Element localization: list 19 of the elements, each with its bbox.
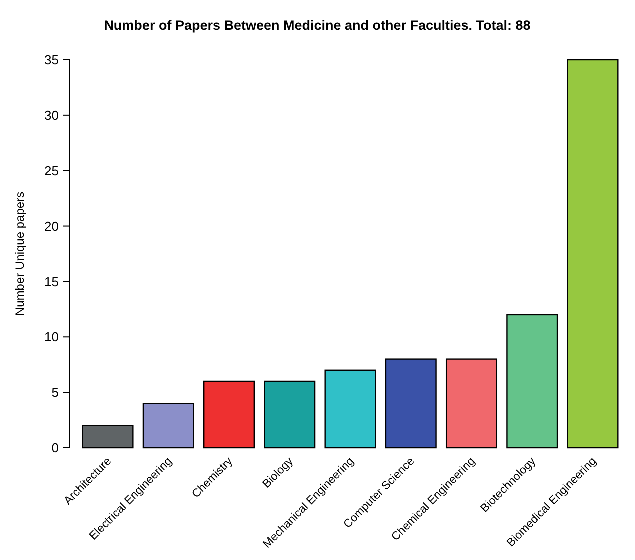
chart-title: Number of Papers Between Medicine and other Faculties. Total: 88 bbox=[104, 18, 532, 33]
bar bbox=[142, 403, 194, 449]
y-axis-title: Number Unique papers bbox=[13, 192, 27, 316]
y-tick-label: 20 bbox=[44, 218, 59, 234]
y-tick-label: 10 bbox=[44, 330, 59, 345]
bar bbox=[446, 358, 498, 449]
y-tick-label: 15 bbox=[44, 274, 59, 290]
y-tick-label: 25 bbox=[44, 163, 59, 178]
bar bbox=[82, 425, 134, 449]
bar bbox=[567, 59, 619, 449]
y-tick-label: 35 bbox=[44, 52, 59, 68]
y-tick-label: 30 bbox=[44, 108, 59, 123]
bar bbox=[506, 314, 558, 449]
bar bbox=[264, 380, 316, 449]
bar bbox=[324, 370, 376, 449]
y-tick-label: 0 bbox=[52, 440, 59, 456]
bar bbox=[203, 380, 256, 449]
bar bbox=[385, 358, 437, 449]
y-tick-label: 5 bbox=[52, 385, 59, 400]
